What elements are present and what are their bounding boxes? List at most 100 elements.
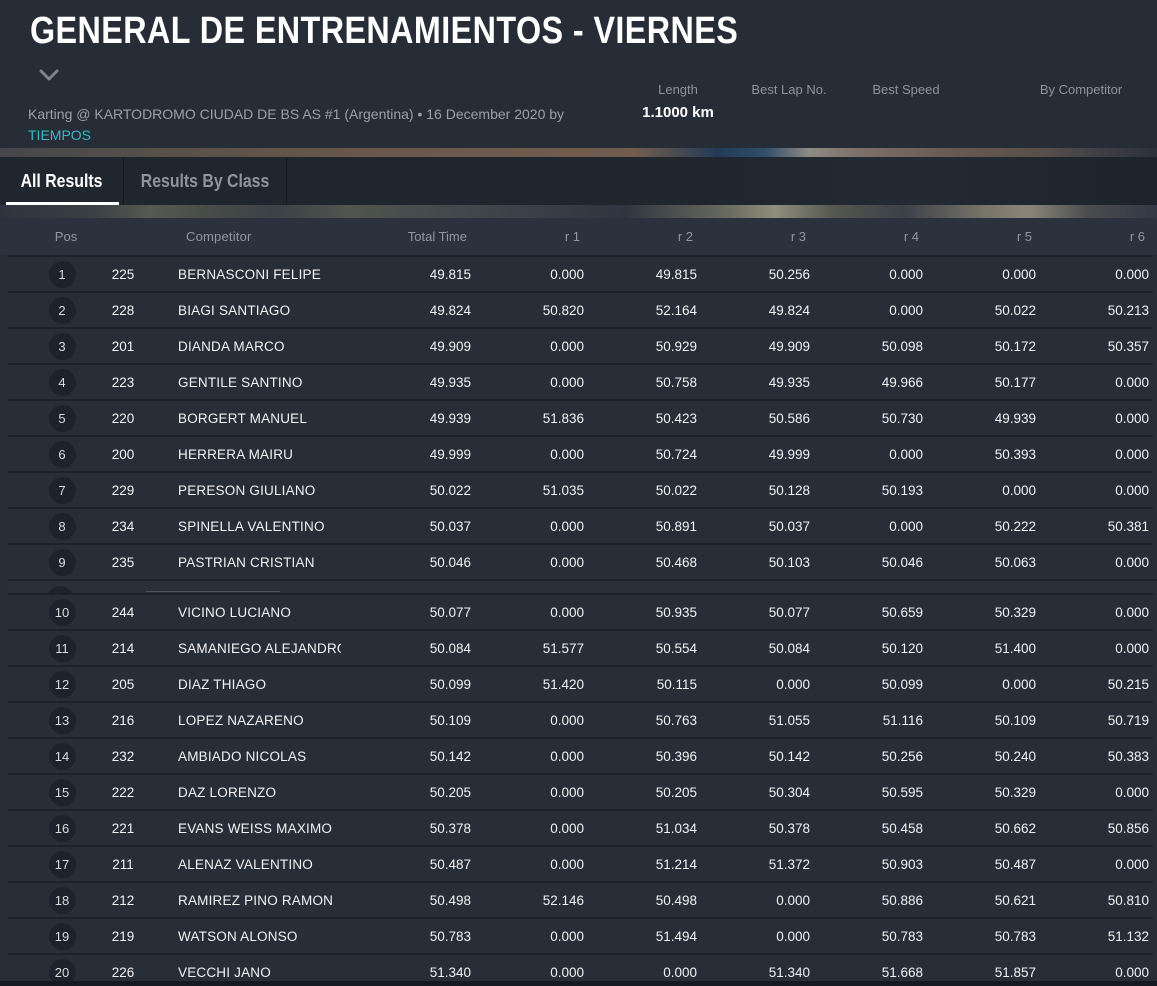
competitor-name: DIAZ THIAGO [178, 676, 267, 692]
position-badge: 11 [48, 634, 76, 662]
kart-number: 212 [111, 892, 135, 908]
background-photo-strip-bottom [0, 205, 1157, 218]
table-row[interactable]: 5 220 BORGERT MANUEL 49.939 51.836 50.42… [8, 399, 1153, 435]
kart-number: 216 [111, 712, 135, 728]
lap-time: 50.240 [994, 748, 1036, 764]
stat-best-speed-value [845, 104, 967, 122]
lap-time: 50.205 [655, 784, 697, 800]
competitor-name: PERESON GIULIANO [178, 482, 316, 498]
lap-time: 0.000 [1115, 554, 1149, 570]
table-row[interactable]: 10 244 VICINO LUCIANO 50.077 0.000 50.93… [8, 593, 1153, 629]
table-row[interactable]: 19 219 WATSON ALONSO 50.783 0.000 51.494… [8, 917, 1153, 953]
lap-time: 0.000 [1002, 266, 1036, 282]
position-badge: 7 [48, 476, 76, 504]
lap-time: 0.000 [1115, 410, 1149, 426]
lap-time: 50.662 [994, 820, 1036, 836]
total-time: 49.999 [429, 446, 471, 462]
competitor-name: RAMIREZ PINO RAMON [178, 892, 334, 908]
table-row[interactable]: 14 232 AMBIADO NICOLAS 50.142 0.000 50.3… [8, 737, 1153, 773]
table-row[interactable]: 3 201 DIANDA MARCO 49.909 0.000 50.929 4… [8, 327, 1153, 363]
chevron-down-icon[interactable] [38, 68, 60, 84]
kart-number: 234 [111, 518, 135, 534]
competitor-name: LOPEZ NAZARENO [178, 712, 304, 728]
column-header-r1: r 1 [564, 229, 580, 244]
table-row[interactable]: 4 223 GENTILE SANTINO 49.935 0.000 50.75… [8, 363, 1153, 399]
lap-time: 51.668 [881, 964, 923, 980]
table-row[interactable]: 12 205 DIAZ THIAGO 50.099 51.420 50.115 … [8, 665, 1153, 701]
column-header-r2: r 2 [677, 229, 693, 244]
table-row[interactable]: 18 212 RAMIREZ PINO RAMON 50.498 52.146 … [8, 881, 1153, 917]
lap-time: 50.172 [994, 338, 1036, 354]
table-row[interactable]: 6 200 HERRERA MAIRU 49.999 0.000 50.724 … [8, 435, 1153, 471]
tab-bar: All Results Results By Class [0, 157, 1157, 205]
kart-number: 222 [111, 784, 135, 800]
lap-time: 50.109 [994, 712, 1036, 728]
lap-time: 0.000 [1115, 446, 1149, 462]
lap-time: 0.000 [550, 446, 584, 462]
total-time: 49.939 [429, 410, 471, 426]
position-badge: 13 [48, 706, 76, 734]
table-row[interactable]: 15 222 DAZ LORENZO 50.205 0.000 50.205 5… [8, 773, 1153, 809]
table-row[interactable]: 7 229 PERESON GIULIANO 50.022 51.035 50.… [8, 471, 1153, 507]
event-info: Karting @ KARTODROMO CIUDAD DE BS AS #1 … [28, 104, 613, 146]
tab-results-by-class[interactable]: Results By Class [124, 157, 287, 205]
lap-time: 50.128 [768, 482, 810, 498]
competitor-name: BORGERT MANUEL [178, 410, 308, 426]
lap-time: 50.929 [655, 338, 697, 354]
lap-time: 0.000 [1115, 640, 1149, 656]
table-row[interactable]: 20 226 VECCHI JANO 51.340 0.000 0.000 51… [8, 953, 1153, 986]
lap-time: 0.000 [550, 266, 584, 282]
table-row[interactable]: 11 214 SAMANIEGO ALEJANDRO 50.084 51.577… [8, 629, 1153, 665]
total-time: 50.037 [429, 518, 471, 534]
column-header-total-time: Total Time [407, 229, 467, 244]
lap-time: 49.939 [994, 410, 1036, 426]
table-row[interactable]: 17 211 ALENAZ VALENTINO 50.487 0.000 51.… [8, 845, 1153, 881]
lap-time: 0.000 [1115, 266, 1149, 282]
lap-time: 51.400 [994, 640, 1036, 656]
table-row[interactable]: 13 216 LOPEZ NAZARENO 50.109 0.000 50.76… [8, 701, 1153, 737]
position-badge: 1 [48, 260, 76, 288]
column-header-r4: r 4 [903, 229, 919, 244]
lap-time: 50.783 [994, 928, 1036, 944]
lap-time: 0.000 [1115, 856, 1149, 872]
lap-time: 50.724 [655, 446, 697, 462]
lap-time: 49.909 [768, 338, 810, 354]
lap-time: 50.383 [1107, 748, 1149, 764]
total-time: 49.824 [429, 302, 471, 318]
tab-all-results[interactable]: All Results [0, 157, 124, 205]
organizer-link[interactable]: TIEMPOS [28, 127, 92, 143]
lap-time: 50.820 [542, 302, 584, 318]
table-row[interactable]: 1 225 BERNASCONI FELIPE 49.815 0.000 49.… [8, 255, 1153, 291]
lap-time: 50.396 [655, 748, 697, 764]
kart-number: 223 [111, 374, 135, 390]
lap-time: 50.719 [1107, 712, 1149, 728]
total-time: 50.498 [429, 892, 471, 908]
lap-time: 51.577 [542, 640, 584, 656]
lap-time: 50.423 [655, 410, 697, 426]
stat-length: Length 1.1000 km [623, 82, 733, 122]
lap-time: 0.000 [1002, 482, 1036, 498]
lap-time: 0.000 [1115, 964, 1149, 980]
bottom-edge-strip [0, 981, 1157, 986]
lap-time: 50.222 [994, 518, 1036, 534]
lap-time: 50.730 [881, 410, 923, 426]
kart-number: 225 [111, 266, 135, 282]
lap-time: 51.035 [542, 482, 584, 498]
lap-time: 0.000 [889, 302, 923, 318]
lap-time: 50.659 [881, 604, 923, 620]
lap-time: 50.393 [994, 446, 1036, 462]
lap-time: 50.758 [655, 374, 697, 390]
lap-time: 50.099 [881, 676, 923, 692]
lap-time: 50.304 [768, 784, 810, 800]
table-row[interactable]: 8 234 SPINELLA VALENTINO 50.037 0.000 50… [8, 507, 1153, 543]
lap-time: 0.000 [1115, 482, 1149, 498]
lap-time: 0.000 [889, 266, 923, 282]
lap-time: 49.935 [768, 374, 810, 390]
lap-time: 0.000 [889, 446, 923, 462]
lap-time: 50.046 [881, 554, 923, 570]
table-row[interactable]: 2 228 BIAGI SANTIAGO 49.824 50.820 52.16… [8, 291, 1153, 327]
table-row[interactable]: 9 235 PASTRIAN CRISTIAN 50.046 0.000 50.… [8, 543, 1153, 579]
lap-time: 50.903 [881, 856, 923, 872]
position-badge: 12 [48, 670, 76, 698]
table-row[interactable]: 16 221 EVANS WEISS MAXIMO 50.378 0.000 5… [8, 809, 1153, 845]
